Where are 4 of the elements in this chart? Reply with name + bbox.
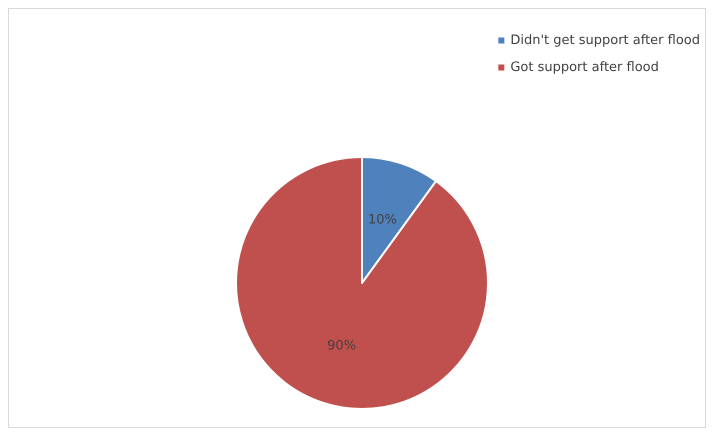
legend-label: Didn't get support after flood	[510, 33, 700, 48]
legend-label: Got support after flood	[510, 60, 659, 75]
data-label: 10%	[368, 212, 397, 228]
data-label: 90%	[327, 338, 356, 354]
